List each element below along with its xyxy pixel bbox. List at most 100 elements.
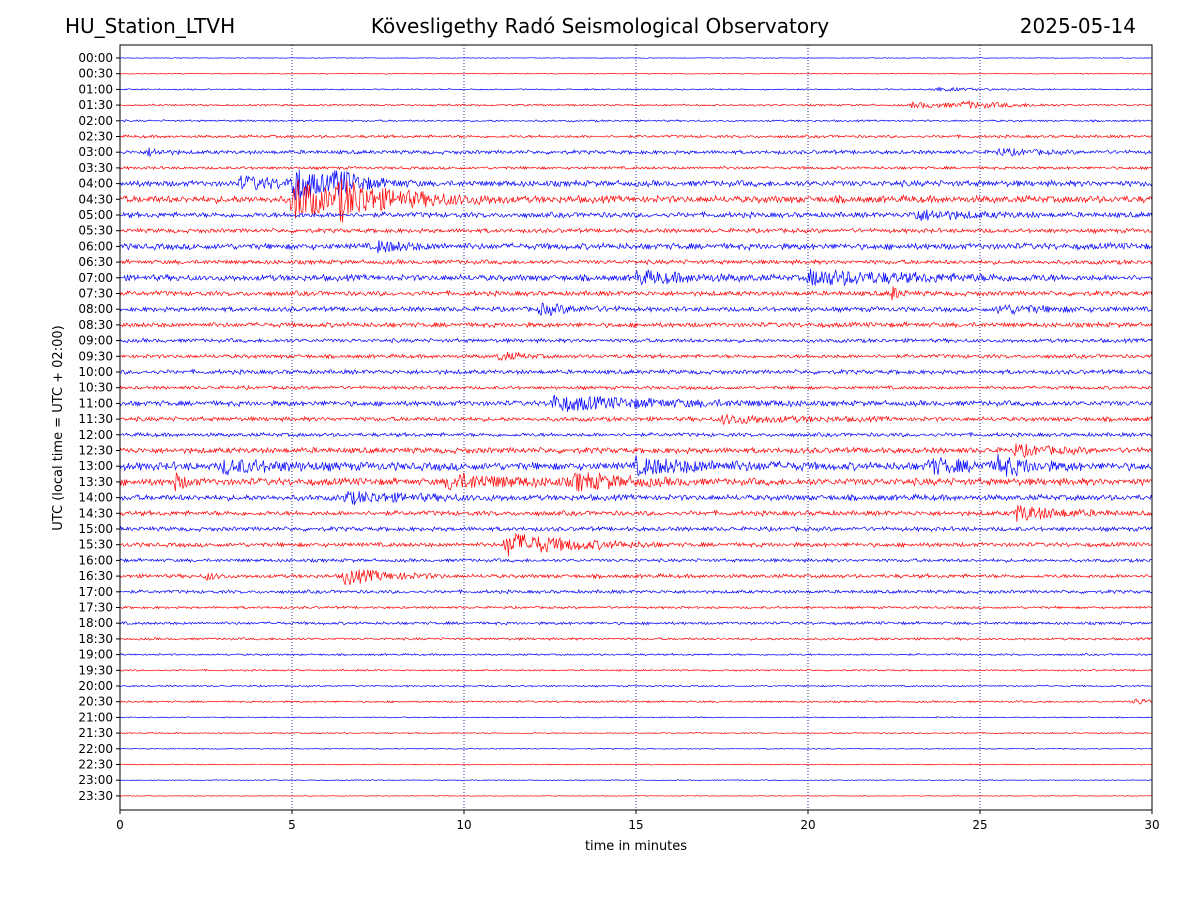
chart-title: Kövesligethy Radó Seismological Observat…	[370, 14, 830, 38]
y-tick-label-13:00: 13:00	[78, 459, 113, 473]
y-tick-label-19:30: 19:30	[78, 663, 113, 677]
y-tick-label-02:30: 02:30	[78, 130, 113, 144]
y-tick-label-20:30: 20:30	[78, 695, 113, 709]
x-axis-label: time in minutes	[585, 839, 687, 854]
x-tick-label-15: 15	[628, 818, 643, 832]
trace-19:30	[120, 668, 1152, 672]
trace-20:00	[120, 684, 1152, 688]
y-tick-label-04:30: 04:30	[78, 192, 113, 206]
y-tick-label-03:30: 03:30	[78, 161, 113, 175]
y-tick-label-16:00: 16:00	[78, 553, 113, 567]
trace-10:00	[120, 368, 1152, 376]
trace-12:30	[120, 443, 1152, 459]
trace-03:30	[120, 165, 1152, 171]
y-tick-label-11:30: 11:30	[78, 412, 113, 426]
y-tick-label-17:00: 17:00	[78, 585, 113, 599]
y-tick-label-11:00: 11:00	[78, 396, 113, 410]
y-tick-label-08:30: 08:30	[78, 318, 113, 332]
trace-05:30	[120, 227, 1152, 235]
y-tick-label-12:30: 12:30	[78, 444, 113, 458]
trace-13:30	[120, 472, 1152, 492]
y-tick-label-07:30: 07:30	[78, 287, 113, 301]
y-tick-label-18:30: 18:30	[78, 632, 113, 646]
trace-11:00	[120, 394, 1152, 412]
trace-23:00	[120, 779, 1152, 782]
trace-11:30	[120, 413, 1152, 426]
y-tick-label-10:00: 10:00	[78, 365, 113, 379]
y-tick-label-06:00: 06:00	[78, 239, 113, 253]
trace-07:30	[120, 286, 1152, 301]
trace-23:30	[120, 795, 1152, 797]
y-tick-label-23:00: 23:00	[78, 773, 113, 787]
y-tick-label-08:00: 08:00	[78, 302, 113, 316]
y-tick-label-21:30: 21:30	[78, 726, 113, 740]
trace-00:00	[120, 57, 1152, 59]
y-tick-label-13:30: 13:30	[78, 475, 113, 489]
y-tick-label-21:00: 21:00	[78, 710, 113, 724]
y-tick-label-19:00: 19:00	[78, 648, 113, 662]
x-tick-label-10: 10	[456, 818, 471, 832]
trace-18:30	[120, 636, 1152, 642]
trace-00:30	[120, 72, 1152, 75]
trace-21:00	[120, 716, 1152, 719]
y-tick-label-05:00: 05:00	[78, 208, 113, 222]
y-tick-label-14:00: 14:00	[78, 491, 113, 505]
x-tick-label-30: 30	[1144, 818, 1159, 832]
trace-21:30	[120, 731, 1152, 735]
trace-16:30	[120, 569, 1152, 586]
trace-09:30	[120, 351, 1152, 362]
trace-16:00	[120, 557, 1152, 564]
y-tick-label-09:30: 09:30	[78, 349, 113, 363]
y-tick-label-06:30: 06:30	[78, 255, 113, 269]
trace-01:00	[120, 86, 1152, 92]
trace-18:00	[120, 620, 1152, 626]
trace-01:30	[120, 99, 1152, 110]
y-tick-label-15:30: 15:30	[78, 538, 113, 552]
seismic-traces	[120, 57, 1152, 797]
y-tick-label-23:30: 23:30	[78, 789, 113, 803]
y-tick-label-22:00: 22:00	[78, 742, 113, 756]
trace-02:30	[120, 133, 1152, 139]
trace-08:30	[120, 321, 1152, 329]
y-tick-label-16:30: 16:30	[78, 569, 113, 583]
y-tick-label-20:00: 20:00	[78, 679, 113, 693]
y-tick-label-18:00: 18:00	[78, 616, 113, 630]
trace-12:00	[120, 431, 1152, 438]
trace-10:30	[120, 384, 1152, 391]
trace-13:00	[120, 453, 1152, 477]
y-tick-label-02:00: 02:00	[78, 114, 113, 128]
trace-07:00	[120, 268, 1152, 287]
trace-05:00	[120, 209, 1152, 222]
chart-date: 2025-05-14	[1019, 14, 1136, 38]
y-tick-label-00:00: 00:00	[78, 51, 113, 65]
trace-22:00	[120, 747, 1152, 750]
y-tick-label-01:00: 01:00	[78, 82, 113, 96]
y-tick-label-04:00: 04:00	[78, 177, 113, 191]
trace-19:00	[120, 652, 1152, 657]
x-tick-label-20: 20	[800, 818, 815, 832]
trace-09:00	[120, 337, 1152, 344]
trace-17:00	[120, 588, 1152, 595]
y-tick-label-17:30: 17:30	[78, 601, 113, 615]
y-tick-label-00:30: 00:30	[78, 67, 113, 81]
trace-02:00	[120, 119, 1152, 123]
plot-area	[120, 45, 1152, 810]
trace-06:30	[120, 258, 1152, 266]
x-axis: 0 5 10 15 20 25 30	[116, 810, 1160, 832]
trace-06:00	[120, 240, 1152, 254]
y-tick-label-12:00: 12:00	[78, 428, 113, 442]
trace-20:30	[120, 698, 1152, 705]
trace-15:30	[120, 532, 1152, 557]
y-axis-label: UTC (local time = UTC + 02:00)	[51, 325, 66, 530]
x-tick-label-25: 25	[972, 818, 987, 832]
trace-14:00	[120, 491, 1152, 505]
trace-17:30	[120, 605, 1152, 610]
y-tick-label-03:00: 03:00	[78, 145, 113, 159]
station-name: HU_Station_LTVH	[65, 14, 236, 38]
trace-14:30	[120, 505, 1152, 522]
y-tick-label-01:30: 01:30	[78, 98, 113, 112]
y-tick-label-10:30: 10:30	[78, 381, 113, 395]
trace-04:30	[120, 178, 1152, 223]
